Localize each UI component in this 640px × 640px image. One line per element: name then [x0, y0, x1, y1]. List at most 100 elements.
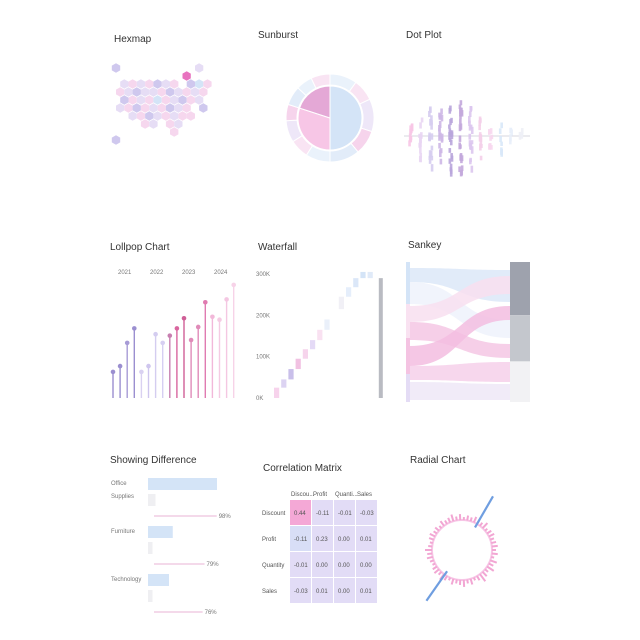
- waterfall-step: [317, 329, 323, 341]
- difference-bar: [148, 478, 217, 490]
- dot-mark: [468, 140, 472, 147]
- lollipop-head: [160, 340, 165, 346]
- dot-mark: [449, 119, 452, 126]
- hex-cell: [174, 103, 183, 113]
- correlation-cell: [356, 526, 377, 551]
- radial-spike: [429, 559, 435, 563]
- waterfall-step: [310, 340, 316, 350]
- difference-base-bar: [148, 590, 153, 602]
- radial-spike: [443, 575, 448, 581]
- sankey-target-node: [510, 315, 530, 362]
- correlation-cell: [334, 500, 355, 525]
- hex-cell: [165, 103, 175, 113]
- radial-spike: [481, 571, 488, 577]
- dot-mark: [408, 133, 412, 141]
- radial-spike: [479, 573, 487, 582]
- dot-mark: [469, 143, 472, 150]
- correlation-value: 0.01: [360, 589, 372, 595]
- radial-spike: [490, 555, 495, 559]
- sunburst-inner-slice: [298, 85, 331, 119]
- radial-spike: [450, 514, 455, 522]
- correlation-value: 0.01: [360, 537, 372, 543]
- hex-cell: [186, 111, 195, 121]
- dot-mark: [419, 152, 423, 158]
- correlation-value: -0.11: [316, 511, 330, 517]
- radial-title: Radial Chart: [410, 455, 466, 466]
- radial-spike: [469, 578, 474, 585]
- radial-spike: [428, 537, 435, 541]
- waterfall-ytick: 200K: [256, 313, 270, 319]
- dotplot-title: Dot Plot: [406, 30, 442, 41]
- dot-mark: [409, 137, 413, 143]
- lollipop-group-label: 2023: [182, 270, 196, 276]
- dot-mark: [438, 128, 441, 136]
- difference-bar: [148, 526, 173, 538]
- sankey-source-node: [406, 304, 410, 338]
- correlation-value: -0.11: [294, 537, 308, 543]
- waterfall-step: [274, 387, 280, 398]
- correlation-value: 0.00: [338, 537, 350, 543]
- waterfall-step: [281, 379, 287, 388]
- hex-cell: [195, 95, 204, 105]
- radial-chart: [425, 495, 498, 602]
- dot-mark: [458, 135, 462, 142]
- hex-cell: [149, 103, 158, 113]
- lollipop-head: [124, 340, 130, 346]
- hex-cell: [128, 95, 137, 105]
- radial-spike: [484, 568, 489, 573]
- radial-spike: [433, 568, 440, 574]
- difference-base-bar: [148, 494, 156, 506]
- correlation-col-label: Sales: [357, 492, 372, 498]
- correlation-value: 0.01: [316, 589, 328, 595]
- hex-cell: [182, 103, 191, 113]
- dot-mark: [439, 149, 442, 158]
- hexmap-title: Hexmap: [114, 34, 152, 45]
- dot-mark: [489, 135, 492, 141]
- difference-base-bar: [148, 542, 153, 554]
- dot-mark: [419, 133, 422, 139]
- dot-mark: [439, 158, 443, 165]
- hex-cell: [161, 111, 170, 121]
- correlation-cell: [290, 578, 311, 603]
- radial-spike: [481, 522, 489, 529]
- radial-spike: [427, 552, 433, 556]
- difference-bar: [148, 574, 169, 586]
- dotplot-chart: [404, 100, 530, 177]
- dot-mark: [430, 164, 434, 172]
- correlation-cell: [334, 526, 355, 551]
- radial-ring: [431, 519, 493, 581]
- dot-mark: [470, 126, 474, 135]
- hex-cell: [161, 95, 170, 105]
- dot-mark: [459, 114, 462, 120]
- lollipop-head: [117, 363, 123, 369]
- radial-spike: [450, 578, 455, 585]
- radial-spike: [466, 515, 470, 521]
- hex-cell: [116, 87, 125, 97]
- dot-mark: [440, 133, 444, 142]
- dot-mark: [460, 155, 464, 162]
- lollipop-head: [195, 324, 201, 330]
- lollipop-chart: 2021 2022 2023 2024: [110, 270, 236, 398]
- correlation-value: -0.03: [360, 511, 374, 517]
- hex-cell: [153, 95, 162, 105]
- lollipop-group-label: 2022: [150, 270, 164, 276]
- hex-cell: [170, 79, 179, 89]
- correlation-cell: [334, 578, 355, 603]
- radial-spike: [466, 579, 469, 584]
- dot-mark: [448, 158, 452, 164]
- hex-cell: [195, 63, 204, 73]
- hex-cell: [203, 79, 212, 89]
- difference-title: Showing Difference: [110, 455, 197, 466]
- correlation-value: -0.01: [338, 511, 352, 517]
- lollipop-head: [110, 369, 116, 375]
- lollipop-head: [139, 369, 144, 375]
- waterfall-ytick: 300K: [256, 272, 270, 278]
- dot-mark: [500, 141, 503, 146]
- dot-mark: [459, 118, 462, 125]
- hex-cell: [145, 79, 154, 89]
- hex-cell: [145, 111, 154, 121]
- dot-mark: [430, 115, 433, 123]
- hex-cell: [174, 119, 183, 129]
- radial-spike: [433, 530, 438, 535]
- hex-cell: [157, 103, 166, 113]
